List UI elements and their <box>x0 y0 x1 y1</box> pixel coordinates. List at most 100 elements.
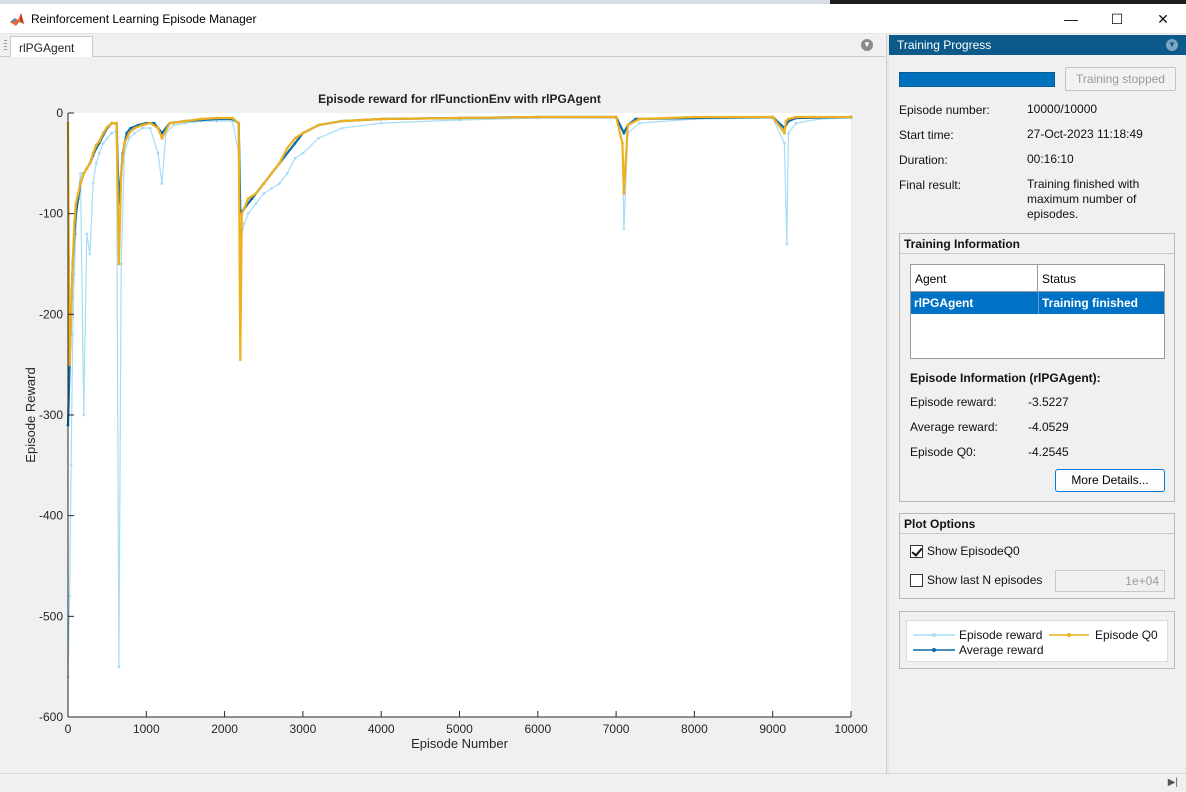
data-point-episode-q0 <box>168 121 172 125</box>
data-point-episode-reward <box>127 136 131 140</box>
data-point-episode-reward <box>105 136 109 140</box>
data-point-episode-reward <box>141 126 144 130</box>
x-tick-label: 5000 <box>446 722 473 736</box>
start-time-label: Start time: <box>899 128 954 142</box>
data-point-episode-reward <box>91 182 95 185</box>
last-n-episodes-field[interactable]: 1e+04 <box>1055 570 1165 592</box>
data-point-episode-q0 <box>156 126 160 130</box>
x-tick-label: 3000 <box>290 722 317 736</box>
data-point-episode-reward <box>785 242 789 246</box>
window-controls: — ☐ ✕ <box>1048 4 1186 34</box>
data-point-episode-q0 <box>379 117 383 121</box>
data-point-episode-q0 <box>91 151 95 155</box>
data-point-episode-q0 <box>621 141 624 145</box>
x-tick-label: 0 <box>65 722 72 736</box>
data-point-average-reward <box>250 197 254 201</box>
legend-average-reward-label: Average reward <box>959 643 1044 657</box>
duration-value: 00:16:10 <box>1027 152 1074 166</box>
x-tick-label: 2000 <box>211 722 238 736</box>
table-row[interactable]: rlPGAgent Training finished <box>911 292 1164 314</box>
data-point-average-reward <box>125 131 129 135</box>
data-point-episode-reward <box>293 156 297 160</box>
data-point-episode-q0 <box>693 115 696 119</box>
data-point-episode-reward <box>301 151 305 155</box>
minimize-button[interactable]: — <box>1064 11 1078 27</box>
show-episode-q0-label[interactable]: Show EpisodeQ0 <box>927 544 1020 558</box>
collapse-chevron-icon[interactable]: ▼ <box>1166 39 1178 51</box>
data-point-episode-reward <box>262 192 266 195</box>
data-point-episode-q0 <box>105 125 109 129</box>
data-point-episode-reward <box>379 121 383 125</box>
training-information-title: Training Information <box>900 234 1174 254</box>
episode-reward-value: -3.5227 <box>1028 395 1069 409</box>
document-tab-bar: rlPGAgent ▼ <box>0 35 885 58</box>
x-tick-label: 10000 <box>834 722 868 736</box>
y-tick-label: -300 <box>39 408 63 422</box>
agent-cell: rlPGAgent <box>914 296 974 310</box>
scroll-right-icon[interactable]: ▶| <box>1167 777 1178 788</box>
horizontal-scrollbar[interactable]: ▶| <box>0 773 1186 792</box>
episode-information-title: Episode Information (rlPGAgent): <box>910 371 1101 385</box>
data-point-episode-q0 <box>622 192 626 195</box>
cell-separator <box>1038 292 1039 314</box>
tab-grip-icon[interactable] <box>4 40 7 52</box>
data-point-episode-reward <box>172 123 176 127</box>
data-point-episode-reward <box>246 212 250 216</box>
panel-divider[interactable] <box>886 35 889 773</box>
close-button[interactable]: ✕ <box>1157 10 1169 27</box>
column-header-status[interactable]: Status <box>1038 265 1164 292</box>
data-point-episode-q0 <box>141 123 144 127</box>
data-point-episode-q0 <box>82 172 86 175</box>
x-axis-label: Episode Number <box>411 736 508 751</box>
data-point-episode-reward <box>787 131 790 135</box>
duration-label: Duration: <box>899 153 948 167</box>
status-cell: Training finished <box>1042 296 1139 310</box>
legend-episode-reward-marker <box>932 633 936 637</box>
data-point-episode-q0 <box>133 126 137 130</box>
data-point-episode-q0 <box>88 161 92 165</box>
data-point-episode-q0 <box>849 115 853 119</box>
data-point-episode-q0 <box>278 161 281 165</box>
data-point-episode-q0 <box>72 222 76 226</box>
maximize-button[interactable]: ☐ <box>1110 10 1124 27</box>
x-tick-label: 4000 <box>368 722 395 736</box>
average-reward-value: -4.0529 <box>1028 420 1069 434</box>
training-stopped-button[interactable]: Training stopped <box>1065 67 1176 91</box>
data-point-episode-q0 <box>626 123 630 127</box>
tab-rlpgagent[interactable]: rlPGAgent <box>10 36 93 58</box>
show-last-n-checkbox[interactable] <box>910 574 923 587</box>
data-point-episode-q0 <box>71 262 75 266</box>
x-tick-label: 9000 <box>759 722 786 736</box>
data-point-episode-q0 <box>97 139 101 143</box>
data-point-episode-q0 <box>787 117 790 121</box>
data-point-episode-q0 <box>794 115 798 119</box>
data-point-episode-q0 <box>119 172 123 175</box>
data-point-episode-reward <box>242 222 246 226</box>
series-line-episode-reward <box>67 117 852 677</box>
data-point-episode-reward <box>458 118 461 122</box>
data-point-episode-reward <box>68 594 71 598</box>
y-tick-label: -500 <box>39 609 63 623</box>
more-details-button[interactable]: More Details... <box>1055 469 1165 492</box>
show-episode-q0-checkbox[interactable] <box>910 545 923 558</box>
y-tick-label: -400 <box>39 509 63 523</box>
column-header-agent[interactable]: Agent <box>911 265 1038 292</box>
data-point-average-reward <box>152 121 156 125</box>
data-point-episode-q0 <box>117 262 121 266</box>
data-point-episode-q0 <box>115 121 118 125</box>
data-point-episode-reward <box>622 227 626 231</box>
data-point-episode-q0 <box>237 121 241 125</box>
data-point-episode-reward <box>638 121 641 125</box>
data-point-episode-reward <box>110 131 114 135</box>
average-reward-label: Average reward: <box>910 420 998 434</box>
data-point-episode-q0 <box>771 115 775 119</box>
data-point-episode-reward <box>184 121 187 125</box>
tab-menu-chevron-icon[interactable]: ▼ <box>861 39 873 51</box>
data-point-episode-q0 <box>301 131 305 135</box>
episode-q0-label: Episode Q0: <box>910 445 977 459</box>
data-point-episode-q0 <box>536 115 540 119</box>
title-bar: Reinforcement Learning Episode Manager —… <box>0 4 1186 34</box>
y-tick-label: -200 <box>39 307 63 321</box>
show-last-n-label[interactable]: Show last N episodes <box>927 573 1043 587</box>
data-point-average-reward <box>293 141 297 145</box>
